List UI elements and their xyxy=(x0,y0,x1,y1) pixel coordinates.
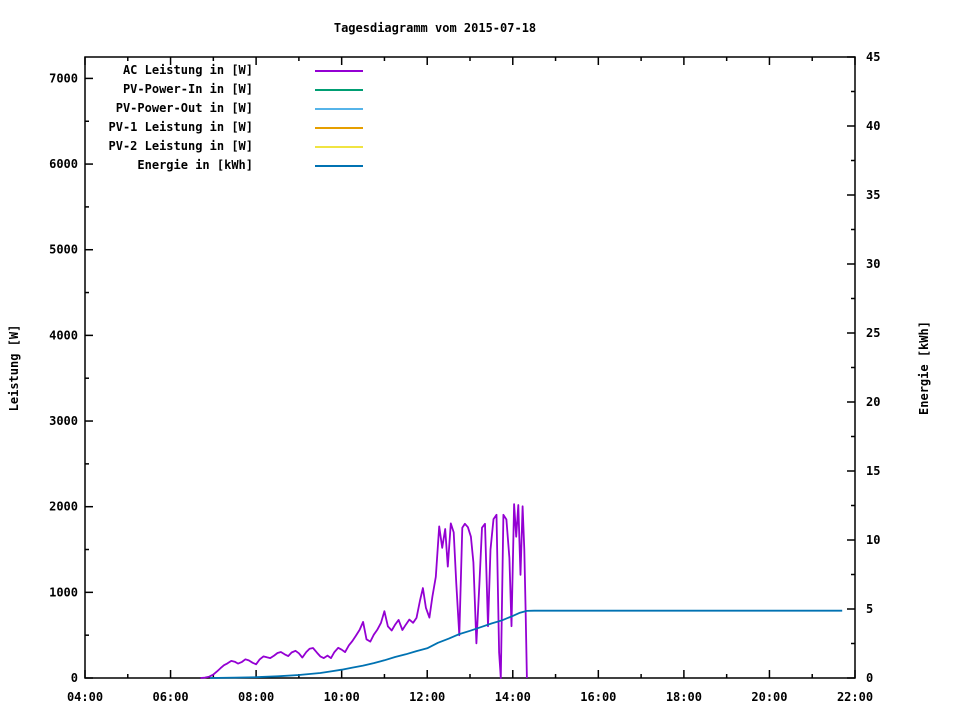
legend-line-swatch xyxy=(315,108,363,110)
legend-item-label: PV-Power-In in [W] xyxy=(122,82,253,96)
x-tick-label: 12:00 xyxy=(409,690,445,704)
y-right-tick-label: 45 xyxy=(866,50,880,64)
legend-line-swatch xyxy=(315,89,363,91)
y-left-tick-label: 6000 xyxy=(49,157,78,171)
legend-item-label: Energie in [kWh] xyxy=(137,158,253,172)
y-left-tick-label: 3000 xyxy=(49,414,78,428)
x-tick-label: 06:00 xyxy=(152,690,188,704)
legend-line-swatch xyxy=(315,70,363,72)
y-right-tick-label: 20 xyxy=(866,395,880,409)
y-right-tick-label: 40 xyxy=(866,119,880,133)
y-right-tick-label: 0 xyxy=(866,671,873,685)
x-tick-label: 04:00 xyxy=(67,690,103,704)
y-right-tick-label: 25 xyxy=(866,326,880,340)
y-left-tick-label: 2000 xyxy=(49,500,78,514)
y-right-tick-label: 15 xyxy=(866,464,880,478)
x-tick-label: 08:00 xyxy=(238,690,274,704)
series-energie-in-kwh xyxy=(209,609,843,679)
x-tick-label: 22:00 xyxy=(837,690,873,704)
y-left-tick-label: 4000 xyxy=(49,328,78,342)
x-tick-label: 16:00 xyxy=(580,690,616,704)
x-tick-label: 14:00 xyxy=(495,690,531,704)
series-ac-leistung-in-w xyxy=(200,503,528,679)
legend-item-label: PV-2 Leistung in [W] xyxy=(108,139,254,153)
legend-line-swatch xyxy=(315,146,363,148)
y-left-tick-label: 7000 xyxy=(49,71,78,85)
legend-item-label: AC Leistung in [W] xyxy=(122,63,253,77)
x-tick-label: 20:00 xyxy=(751,690,787,704)
legend-item-label: PV-1 Leistung in [W] xyxy=(108,120,254,134)
y-right-tick-label: 10 xyxy=(866,533,880,547)
x-tick-label: 18:00 xyxy=(666,690,702,704)
legend-line-swatch xyxy=(315,127,363,129)
y-right-tick-label: 35 xyxy=(866,188,880,202)
legend-line-swatch xyxy=(315,165,363,167)
y-right-tick-label: 30 xyxy=(866,257,880,271)
y-left-tick-label: 0 xyxy=(71,671,78,685)
y-left-tick-label: 5000 xyxy=(49,243,78,257)
y-left-tick-label: 1000 xyxy=(49,585,78,599)
legend-item-label: PV-Power-Out in [W] xyxy=(115,101,253,115)
x-tick-label: 10:00 xyxy=(324,690,360,704)
chart-title: Tagesdiagramm vom 2015-07-18 xyxy=(333,21,537,35)
y-right-tick-label: 5 xyxy=(866,602,873,616)
